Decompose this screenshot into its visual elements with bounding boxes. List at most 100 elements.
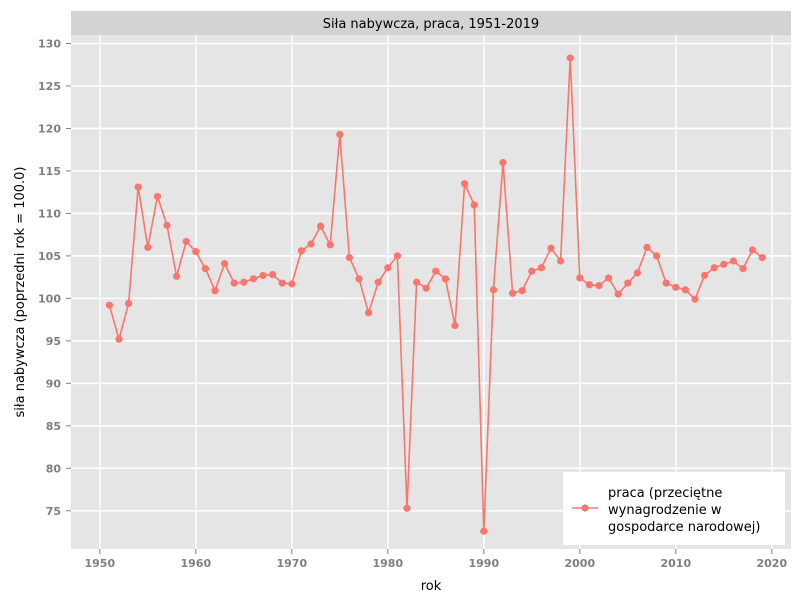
data-point (201, 265, 209, 273)
y-tick-label: 75 (46, 505, 61, 518)
data-point (192, 248, 200, 256)
data-point (317, 222, 325, 230)
y-tick-label: 100 (38, 292, 61, 305)
legend-key-point (581, 504, 589, 512)
legend-label-line: praca (przeciętne (608, 486, 722, 501)
y-tick-label: 85 (46, 420, 61, 433)
legend-label-line: gospodarce narodowej) (608, 520, 760, 535)
y-tick-label: 90 (46, 377, 62, 390)
grid-lines (71, 35, 791, 549)
data-point (432, 267, 440, 275)
x-tick-label: 1980 (372, 557, 403, 570)
data-point (499, 158, 507, 167)
data-point (269, 270, 277, 279)
data-point (595, 282, 603, 290)
y-tick-label: 95 (46, 335, 61, 348)
data-point (710, 264, 718, 272)
chart-title: Siła nabywcza, praca, 1951-2019 (323, 17, 539, 32)
legend-label-line: wynagrodzenie w (608, 503, 722, 518)
y-axis-ticks: 75 80 85 90 95 100 105 110 115 120 125 130 (38, 37, 71, 518)
data-point (403, 504, 411, 512)
data-point (163, 221, 171, 229)
data-point (576, 274, 584, 282)
data-point (365, 309, 373, 317)
data-point (643, 243, 651, 251)
plot-panel (71, 35, 791, 549)
data-point (585, 281, 594, 289)
data-point (326, 241, 334, 249)
data-point (614, 290, 622, 298)
data-point (115, 335, 123, 343)
data-point (662, 279, 670, 287)
data-point (345, 253, 353, 262)
data-point (547, 244, 555, 252)
y-tick-label: 80 (46, 462, 62, 475)
data-point (297, 247, 305, 255)
data-point (221, 259, 229, 268)
data-point (413, 278, 421, 286)
data-point (566, 54, 574, 62)
data-point (508, 289, 517, 297)
x-axis-title: rok (421, 579, 442, 594)
data-point (701, 271, 709, 280)
x-tick-label: 2000 (564, 557, 595, 570)
x-tick-label: 1990 (468, 557, 499, 570)
y-tick-label: 130 (38, 37, 61, 50)
data-point (384, 264, 392, 272)
data-point (461, 180, 469, 188)
data-point (211, 287, 219, 295)
data-point (134, 183, 142, 191)
data-point (624, 279, 632, 287)
x-tick-label: 2010 (660, 557, 691, 570)
data-point (749, 246, 757, 254)
data-point (307, 240, 315, 248)
x-axis-ticks: 1950 1960 1970 1980 1990 2000 2010 2020 (84, 549, 787, 570)
data-point (739, 265, 747, 273)
data-point (557, 257, 565, 265)
data-point (288, 280, 296, 288)
data-point (518, 287, 526, 295)
data-point (153, 192, 161, 201)
data-point (240, 278, 248, 286)
data-point (144, 243, 152, 251)
legend: praca (przeciętne wynagrodzenie w gospodar… (563, 472, 785, 545)
y-tick-label: 125 (38, 80, 61, 93)
title-strip: Siła nabywcza, praca, 1951-2019 (71, 11, 791, 35)
title-strip-background (71, 11, 791, 35)
data-point (451, 321, 459, 330)
y-tick-label: 110 (38, 207, 61, 220)
data-point (537, 264, 546, 272)
data-point (729, 257, 738, 265)
data-point (230, 279, 238, 287)
x-tick-label: 1970 (276, 557, 307, 570)
series-layer (105, 54, 766, 535)
y-tick-label: 105 (38, 250, 61, 263)
data-point (182, 237, 190, 246)
data-point (528, 267, 536, 275)
data-point (173, 272, 181, 280)
data-point (480, 527, 488, 535)
data-point (758, 253, 766, 262)
data-point (653, 252, 661, 260)
data-point (374, 278, 382, 286)
data-point (105, 301, 113, 309)
data-point (633, 269, 642, 277)
data-point (605, 274, 613, 282)
data-point (422, 284, 430, 292)
data-point (355, 275, 363, 283)
data-point (720, 260, 728, 268)
data-point (259, 271, 267, 280)
data-point (278, 279, 286, 287)
data-point (489, 286, 497, 294)
data-point (441, 275, 449, 283)
data-point (336, 130, 344, 139)
x-tick-label: 1950 (84, 557, 115, 570)
data-point (470, 201, 478, 209)
plot-background (71, 35, 791, 549)
data-point (672, 283, 680, 291)
y-tick-label: 120 (38, 122, 61, 135)
y-tick-label: 115 (38, 165, 61, 178)
y-axis-title: siła nabywcza (poprzedni rok = 100.0) (13, 167, 28, 418)
data-point (691, 295, 699, 303)
